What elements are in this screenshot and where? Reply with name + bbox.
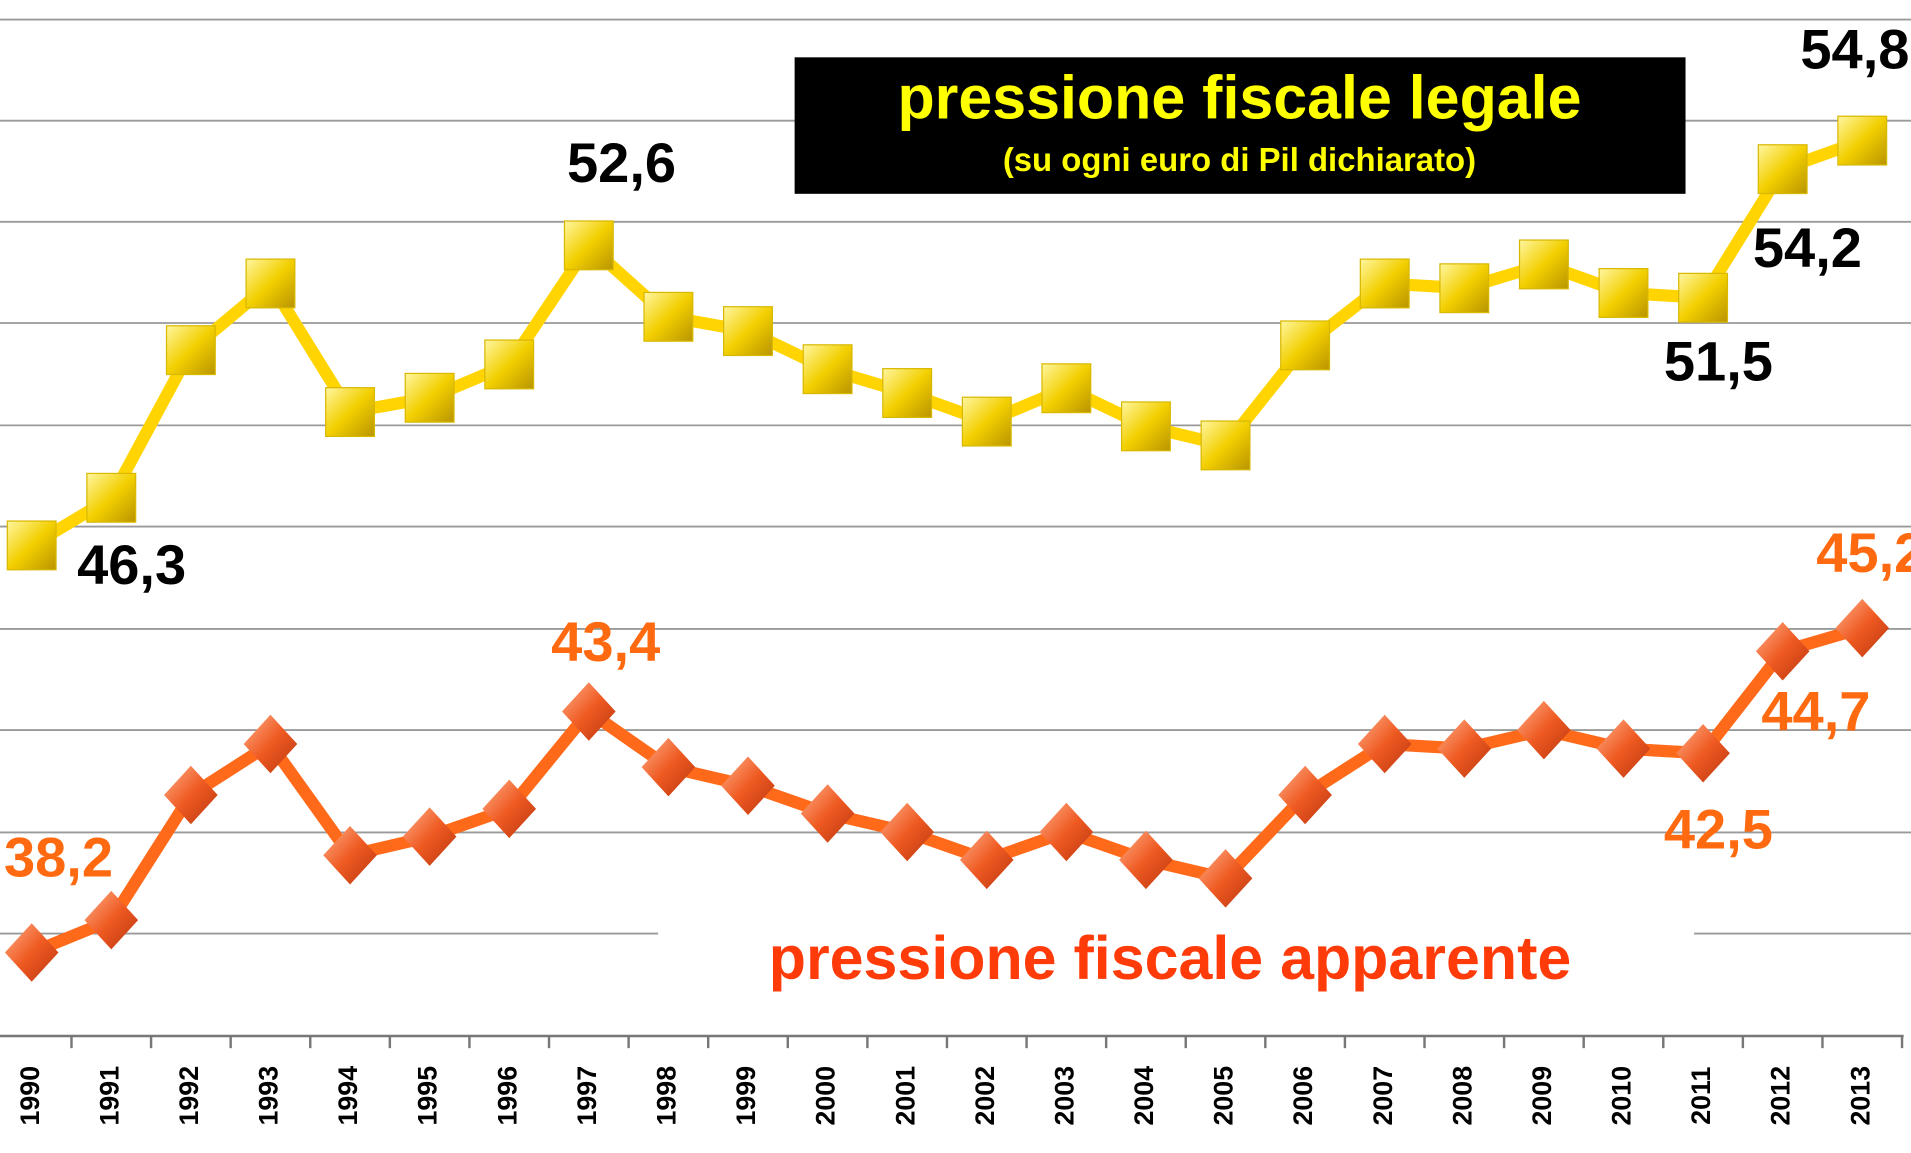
chart-title: pressione fiscale legale: [897, 64, 1581, 132]
marker: [1678, 272, 1729, 323]
x-tick-label: 1994: [333, 1066, 363, 1126]
marker: [1041, 363, 1092, 414]
data-label: 42,5: [1664, 797, 1773, 860]
marker: [165, 325, 216, 376]
marker: [4, 923, 59, 982]
x-tick-label: 1990: [15, 1066, 45, 1126]
marker: [802, 344, 853, 395]
series-line: [29, 622, 1864, 959]
marker: [1757, 144, 1808, 195]
x-tick-label: 1997: [572, 1066, 602, 1126]
marker: [800, 784, 855, 843]
marker: [243, 714, 298, 774]
x-tick-label: 2009: [1527, 1066, 1557, 1126]
marker: [1518, 239, 1569, 290]
marker: [86, 472, 137, 523]
marker: [1278, 765, 1332, 825]
marker: [245, 258, 296, 309]
marker: [482, 779, 537, 839]
x-tick-label: 2001: [890, 1066, 920, 1126]
x-tick-label: 1998: [651, 1066, 681, 1126]
marker: [1517, 700, 1571, 760]
data-label: 38,2: [4, 826, 113, 889]
marker: [1439, 263, 1490, 314]
marker: [323, 825, 377, 885]
data-label: 52,6: [567, 131, 676, 194]
x-tick-label: 2013: [1845, 1066, 1875, 1126]
x-tick-label: 2010: [1607, 1066, 1637, 1126]
marker: [1755, 622, 1810, 681]
marker: [563, 220, 614, 271]
data-label: 44,7: [1761, 679, 1870, 742]
data-label: 54,2: [1753, 216, 1862, 279]
x-tick-label: 2006: [1288, 1066, 1318, 1126]
marker: [164, 765, 218, 825]
series-line: [28, 134, 1865, 551]
marker: [880, 802, 934, 862]
x-tick-label: 2011: [1686, 1067, 1716, 1125]
marker: [1200, 420, 1251, 471]
marker: [1119, 830, 1173, 890]
x-tick-label: 1995: [413, 1066, 443, 1126]
marker: [1676, 724, 1730, 783]
marker: [6, 520, 57, 571]
marker: [1120, 401, 1171, 452]
x-tick-label: 2007: [1368, 1066, 1398, 1126]
data-label: 51,5: [1664, 329, 1773, 392]
x-tick-label: 2008: [1447, 1066, 1477, 1126]
x-tick-label: 2002: [970, 1066, 1000, 1126]
marker: [1837, 115, 1888, 166]
data-label: 54,8: [1800, 17, 1909, 80]
marker: [1280, 320, 1331, 371]
annotation: pressione fiscale apparente: [769, 924, 1571, 992]
marker: [484, 339, 535, 390]
x-tick-label: 1993: [254, 1066, 284, 1126]
x-tick-label: 1991: [94, 1066, 124, 1126]
x-tick-label: 2012: [1766, 1066, 1796, 1126]
x-tick-label: 2000: [811, 1066, 841, 1126]
marker: [325, 387, 376, 438]
marker: [723, 306, 773, 357]
marker: [643, 291, 694, 342]
marker: [404, 372, 455, 423]
title-box: [794, 57, 1686, 194]
marker: [1198, 849, 1253, 908]
annotation-box: [658, 918, 1695, 1005]
marker: [402, 807, 457, 866]
marker: [562, 682, 616, 741]
marker: [1437, 719, 1492, 778]
x-tick-label: 1996: [492, 1066, 522, 1126]
marker: [1359, 258, 1410, 309]
marker: [1596, 719, 1651, 778]
marker: [959, 830, 1014, 890]
x-tick-label: 1992: [174, 1066, 204, 1126]
data-label: 45,2: [1816, 521, 1911, 584]
x-tick-label: 2004: [1129, 1066, 1159, 1126]
data-label: 46,3: [77, 533, 186, 596]
marker: [961, 396, 1012, 447]
x-tick-label: 2003: [1049, 1066, 1079, 1126]
data-label: 43,4: [551, 610, 660, 673]
marker: [1357, 714, 1412, 774]
marker: [1598, 268, 1649, 318]
marker: [1039, 802, 1094, 862]
x-tick-label: 1999: [731, 1066, 761, 1126]
marker: [1835, 598, 1890, 658]
marker: [641, 737, 696, 797]
marker: [882, 368, 933, 418]
marker: [721, 756, 775, 815]
x-tick-label: 2005: [1209, 1066, 1239, 1126]
chart-subtitle: (su ogni euro di Pil dichiarato): [1003, 141, 1476, 178]
